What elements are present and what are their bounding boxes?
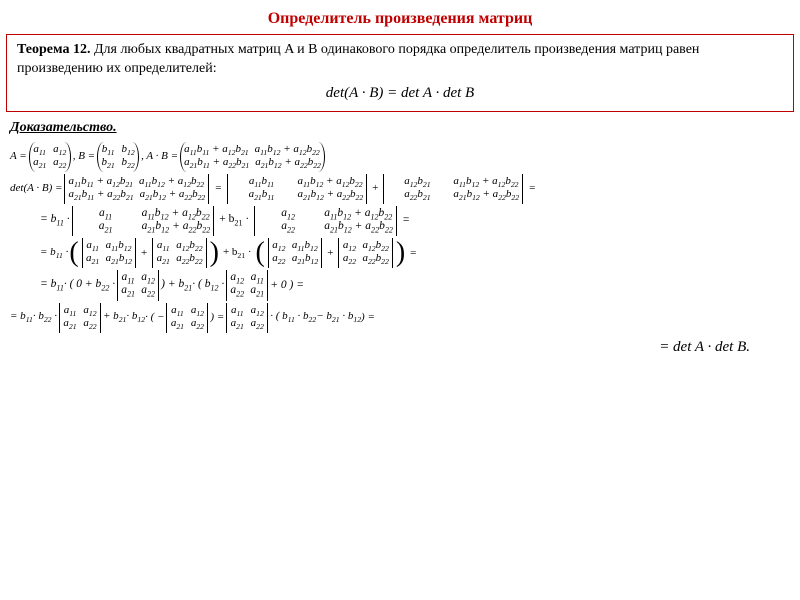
theorem-box: Теорема 12. Для любых квадратных матриц … — [6, 34, 794, 112]
proof-line-6: = b11 · b22 · a11a12 a21a22 + b21 · b12 … — [10, 303, 790, 333]
det-4c: a12a11b12 a22a21b12 — [268, 238, 322, 268]
label-b11-3: = b — [40, 278, 56, 290]
det-5b: a12a11 a22a21 — [226, 270, 268, 301]
final-result: = det A · det B. — [10, 335, 790, 356]
l6-minus: − b — [316, 310, 332, 322]
label-ab-eq: , A · B = — [141, 151, 178, 162]
label-b12: · ( b — [192, 278, 210, 290]
l6-close2: ) = — [361, 312, 375, 323]
l6-close: ) = — [210, 312, 224, 323]
theorem-label: Теорема 12. — [17, 42, 90, 57]
proof-body: A = a11a12 a21a22 , B = b11b12 b21b22 , … — [0, 142, 800, 356]
proof-line-2: det(A · B) = a11b11 + a12b21a11b12 + a12… — [10, 174, 790, 204]
det-4b: a11a12b22 a21a22b22 — [152, 238, 206, 268]
det-2b: a12b21a11b12 + a12b22 a22b21a21b12 + a22… — [383, 174, 523, 204]
theorem-text: Для любых квадратных матриц A и B одинак… — [17, 42, 699, 76]
l6-fact: · ( b — [270, 310, 287, 322]
det-6a: a11a12 a21a22 — [59, 303, 101, 333]
label-b-eq: , B = — [73, 151, 95, 162]
label-detab: det(A · B) = — [10, 183, 62, 194]
det-4a: a11a11b12 a21a21b12 — [82, 238, 136, 268]
label-b11: = b — [40, 213, 56, 225]
det-2a: a11b11a11b12 + a12b22 a21b11a21b12 + a22… — [227, 174, 367, 204]
label-plus-b21: ) + b — [161, 278, 184, 290]
l6-neg: · ( − — [145, 311, 164, 323]
proof-line-4: = b11 · ( a11a11b12 a21a21b12 + a11a12b2… — [10, 238, 790, 268]
det-3b: a12a11b12 + a12b22 a22a21b12 + a22b22 — [254, 206, 397, 237]
l6-b22: · b — [33, 310, 44, 322]
det-3a: a11a11b12 + a12b22 a21a21b12 + a22b22 — [72, 206, 215, 237]
proof-line-3: = b11 · a11a11b12 + a12b22 a21a21b12 + a… — [10, 206, 790, 237]
det-4d: a12a12b22 a22a22b22 — [338, 238, 392, 268]
label-zero-b22: · ( 0 + b — [64, 278, 101, 290]
label-a-eq: A = — [10, 151, 27, 162]
det-1: a11b11 + a12b21a11b12 + a12b22 a21b11 + … — [64, 174, 209, 204]
theorem-formula: det(A · B) = det A · det B — [17, 79, 783, 105]
matrix-ab: a11b11 + a12b21a11b12 + a12b22 a21b11 + … — [180, 142, 325, 172]
label-plus-zero: + 0 ) = — [270, 280, 304, 292]
l6-b12: · b — [126, 310, 137, 322]
label-b11-2: = b — [40, 246, 56, 258]
det-6b: a11a12 a21a22 — [166, 303, 208, 333]
proof-line-1: A = a11a12 a21a22 , B = b11b12 b21b22 , … — [10, 142, 790, 172]
proof-line-5: = b11 · ( 0 + b22 · a11a12 a21a22 ) + b2… — [10, 270, 790, 301]
matrix-b: b11b12 b21b22 — [97, 142, 139, 172]
proof-label: Доказательство. — [0, 120, 800, 140]
det-5a: a11a12 a21a22 — [117, 270, 159, 301]
page-title: Определитель произведения матриц — [0, 0, 800, 34]
matrix-a: a11a12 a21a22 — [29, 142, 71, 172]
l6-b11: = b — [10, 310, 26, 322]
l6-b21: + b — [103, 310, 119, 322]
det-6c: a11a12 a21a22 — [226, 303, 268, 333]
